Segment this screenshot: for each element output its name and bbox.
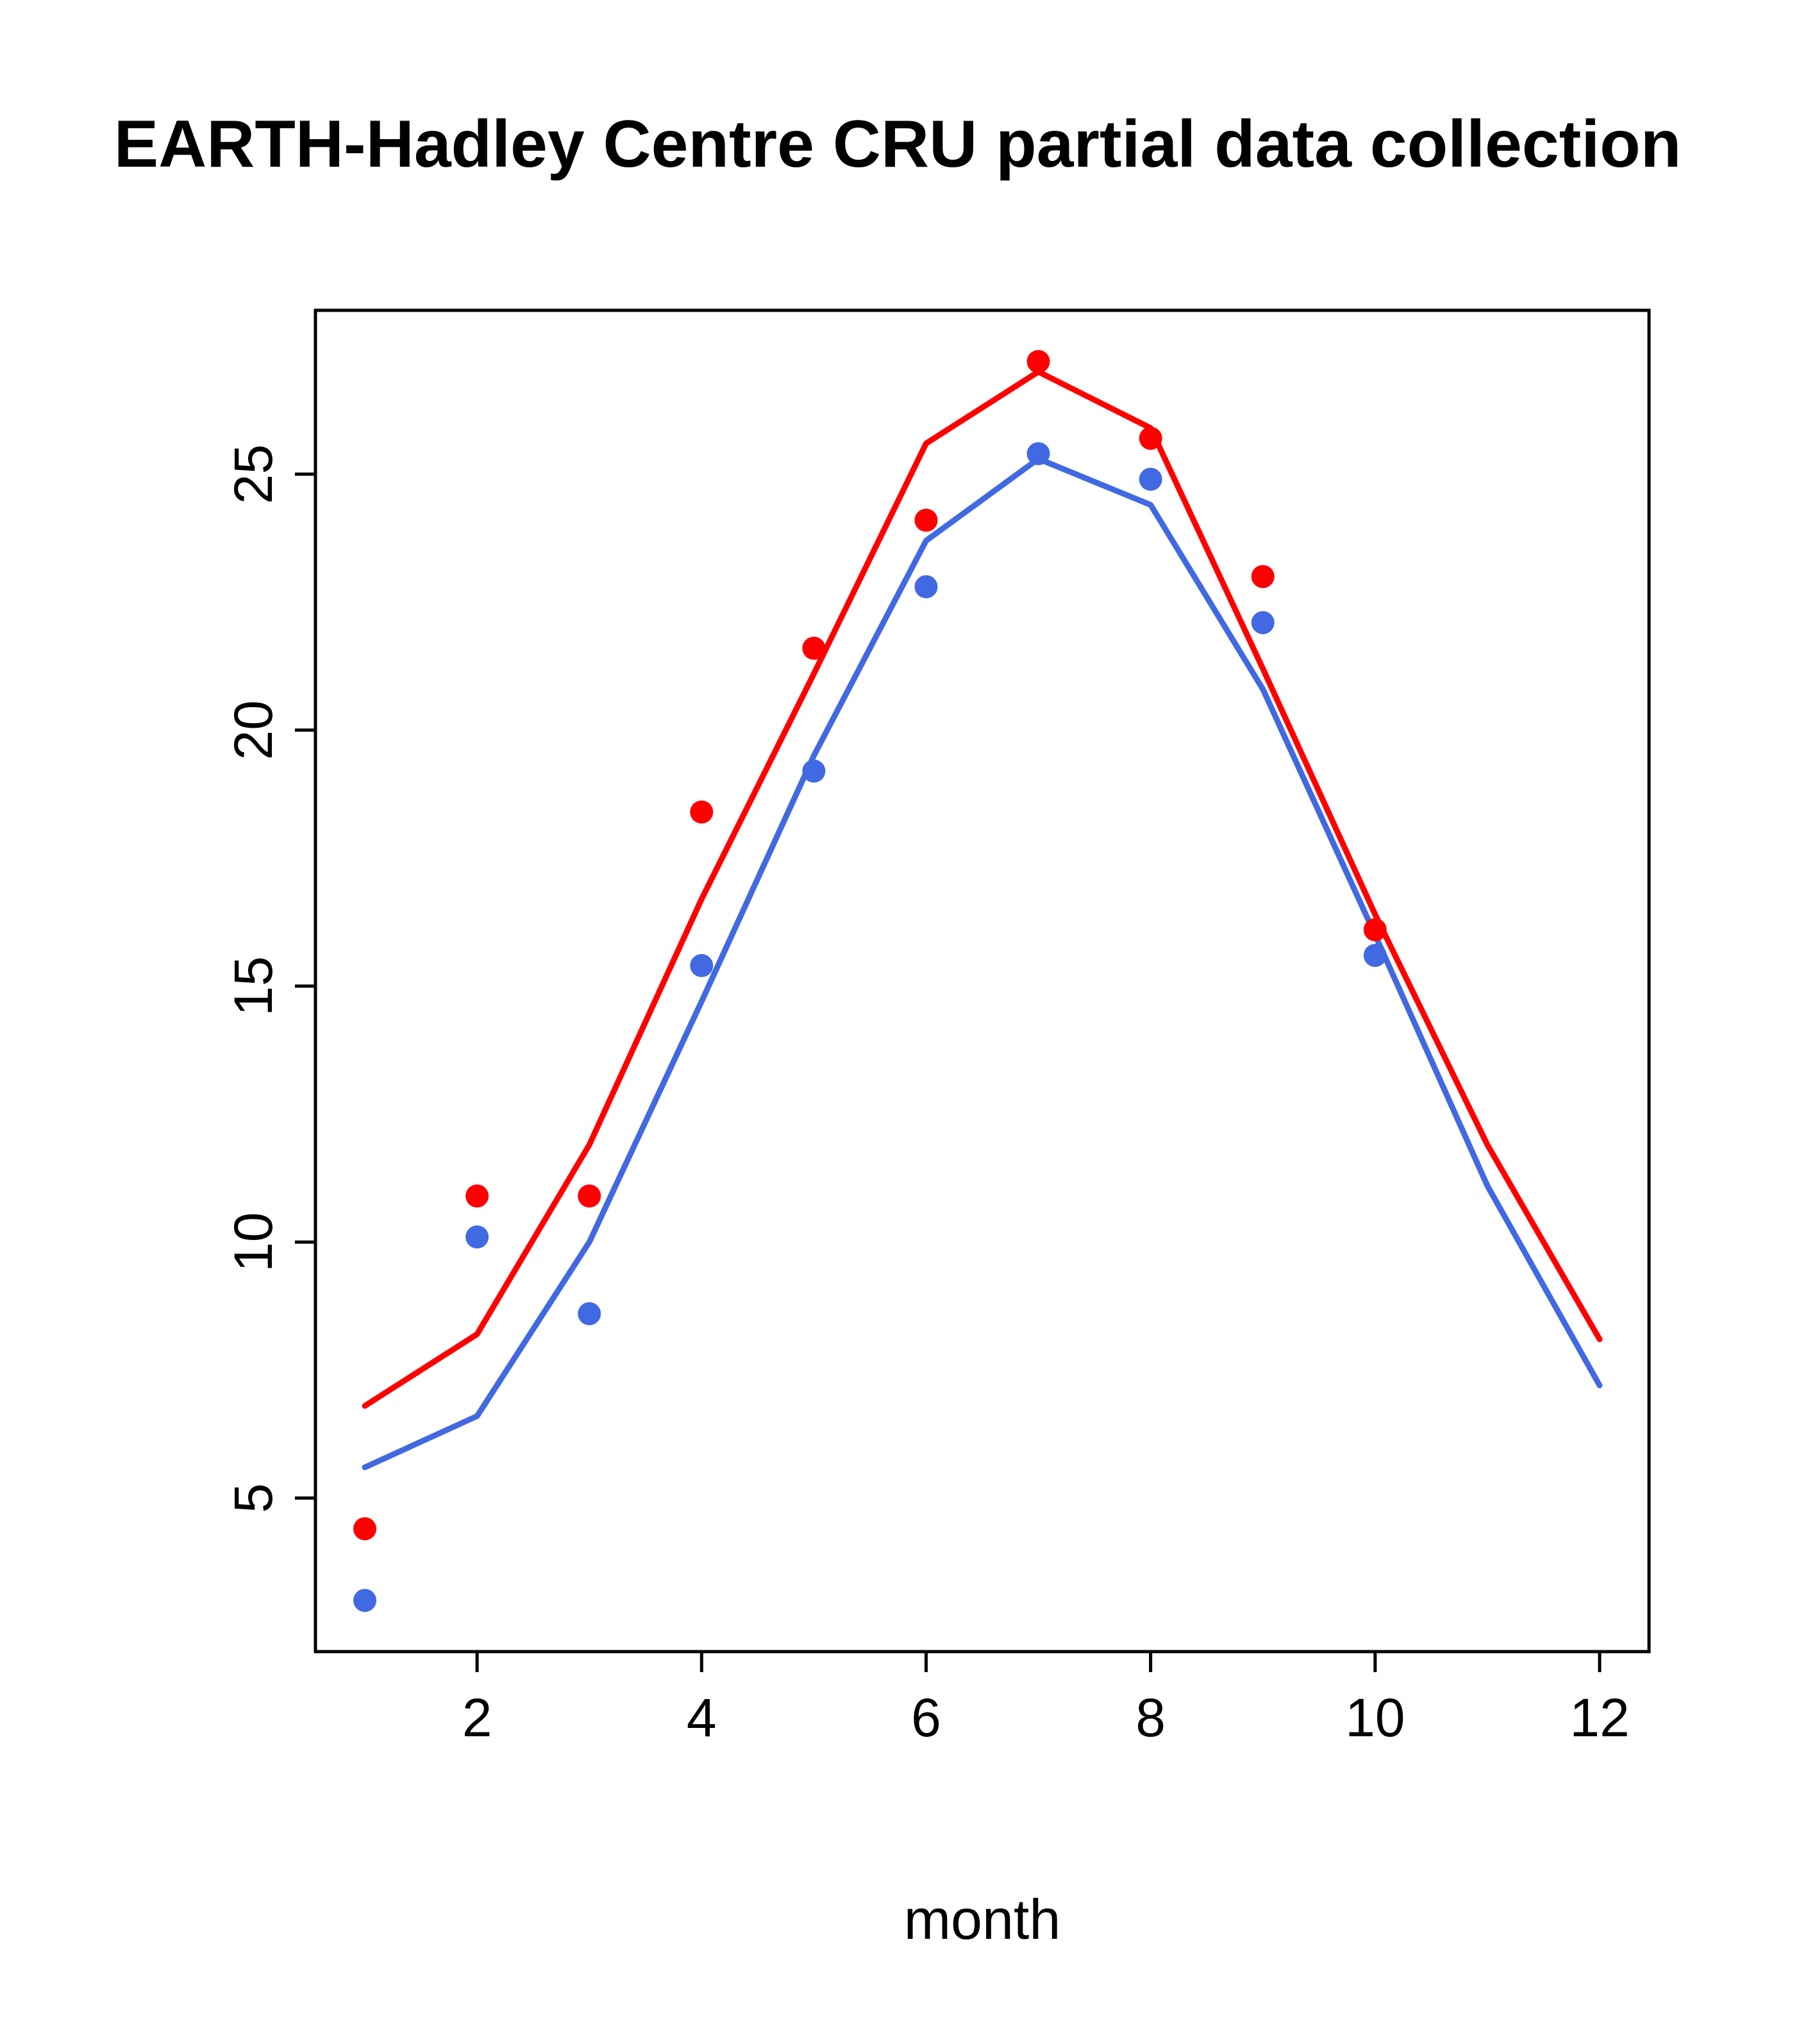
x-tick-label: 8 bbox=[1135, 1688, 1166, 1748]
red-obs-points-marker bbox=[802, 636, 826, 660]
x-tick-label: 10 bbox=[1345, 1688, 1405, 1748]
x-tick-label: 4 bbox=[687, 1688, 717, 1748]
blue-model-line bbox=[362, 456, 1603, 1471]
red-obs-points-marker bbox=[1026, 349, 1050, 373]
blue-obs-points-marker bbox=[465, 1225, 489, 1249]
blue-obs-points-marker bbox=[802, 759, 826, 783]
y-tick-label: 25 bbox=[223, 444, 283, 504]
x-tick-label: 6 bbox=[911, 1688, 941, 1748]
x-tick-label: 12 bbox=[1570, 1688, 1629, 1748]
blue-obs-points-marker bbox=[1363, 944, 1387, 968]
red-obs-points-marker bbox=[353, 1517, 377, 1541]
chart-title: EARTH-Hadley Centre CRU partial data col… bbox=[114, 107, 1681, 181]
x-axis-label: month bbox=[904, 1888, 1061, 1951]
red-obs-points-marker bbox=[465, 1184, 489, 1208]
red-obs-points-marker bbox=[914, 508, 938, 532]
blue-obs-points-marker bbox=[578, 1302, 601, 1326]
blue-obs-points-marker bbox=[1026, 442, 1050, 465]
y-tick-label: 15 bbox=[223, 956, 283, 1016]
blue-obs-points-marker bbox=[1251, 611, 1275, 635]
plot-area: 2 4 6 8 10 12 5 10 15 20 25 bbox=[223, 308, 1651, 1748]
red-obs-points-marker bbox=[578, 1184, 601, 1208]
plot-box bbox=[314, 308, 1651, 1654]
blue-obs-points-marker bbox=[353, 1589, 377, 1613]
red-obs-points-marker bbox=[1139, 426, 1162, 450]
blue-obs-points-marker bbox=[690, 954, 714, 978]
x-tick-label: 2 bbox=[462, 1688, 492, 1748]
y-tick-label: 20 bbox=[223, 700, 283, 760]
y-tick-label: 10 bbox=[223, 1212, 283, 1272]
y-tick-label: 5 bbox=[223, 1483, 283, 1513]
red-obs-points-marker bbox=[1251, 565, 1275, 589]
blue-obs-points-marker bbox=[1139, 467, 1162, 491]
red-model-line bbox=[362, 369, 1603, 1409]
blue-obs-points-marker bbox=[914, 575, 938, 599]
red-obs-points-marker bbox=[1363, 918, 1387, 942]
red-obs-points-marker bbox=[690, 800, 714, 824]
